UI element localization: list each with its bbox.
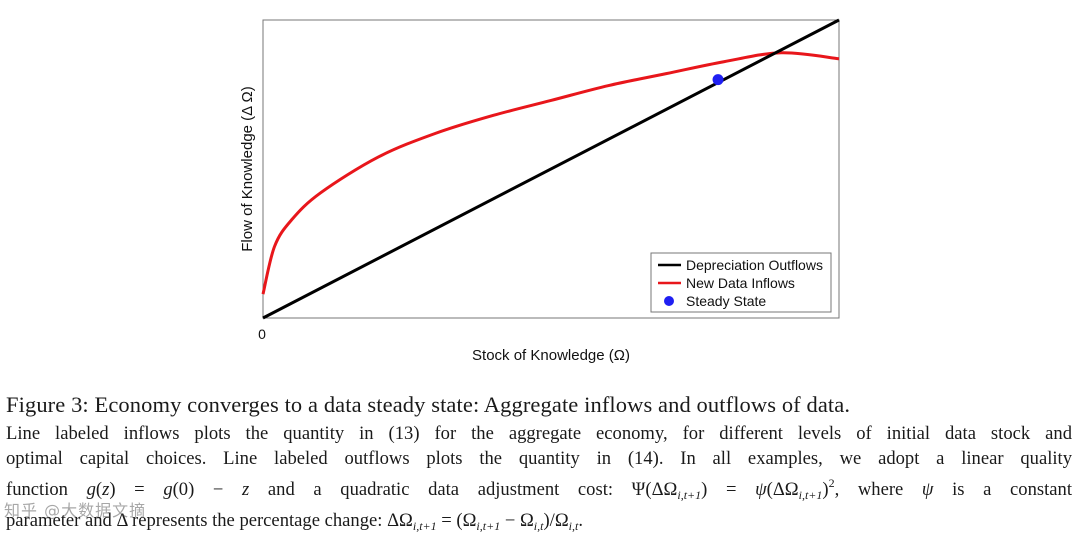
legend-label-inflows: New Data Inflows (686, 275, 795, 291)
caption-text: , where (834, 479, 922, 500)
caption-line-1: Line labeled inflows plots the quantity … (6, 423, 1072, 444)
caption-title: Figure 3: Economy converges to a data st… (6, 392, 851, 417)
formula-adjustment-cost: Ψ(ΔΩi,t+1) = ψ(ΔΩi,t+1)2 (631, 476, 835, 502)
legend-swatch-steady-state (664, 296, 674, 306)
caption-text: function (6, 479, 87, 500)
legend-label-depreciation: Depreciation Outflows (686, 257, 823, 273)
formula-psi: ψ (921, 479, 934, 500)
legend-label-steady-state: Steady State (686, 293, 766, 309)
series-line-depreciation-outflows (262, 18, 840, 320)
caption-line-4: parameter and Δ represents the percentag… (6, 508, 1072, 539)
legend: Depreciation Outflows New Data Inflows S… (650, 252, 832, 313)
y-axis-label: Flow of Knowledge (Δ Ω) (239, 86, 256, 251)
caption-text: . (578, 510, 583, 531)
watermark: 知乎 @大数据文摘 (4, 501, 147, 520)
series-line-new-data-inflows (261, 51, 840, 295)
caption-line-3: function g(z) = g(0) − z and a quadratic… (6, 471, 1072, 508)
caption-text: is a constant (933, 479, 1072, 500)
figure-chart: 0 Stock of Knowledge (Ω) Flow of Knowled… (239, 18, 840, 364)
caption-text: represents the percentage change: (127, 510, 388, 531)
series-point-steady-state (712, 74, 724, 86)
formula-percentage-change: ΔΩi,t+1 = (Ωi,t+1 − Ωi,t)/Ωi,t (387, 510, 579, 533)
formula-delta: Δ (116, 510, 128, 531)
caption-line-2: optimal capital choices. Line labeled ou… (6, 448, 1072, 469)
caption-text: and a quadratic data adjustment cost: (249, 479, 632, 500)
formula-quality-function: g(z) = g(0) − z (86, 479, 250, 500)
series-layer (261, 18, 840, 320)
x-tick-label-0: 0 (258, 326, 266, 342)
x-axis-label: Stock of Knowledge (Ω) (472, 347, 630, 364)
figure-caption: Figure 3: Economy converges to a data st… (6, 391, 1072, 539)
